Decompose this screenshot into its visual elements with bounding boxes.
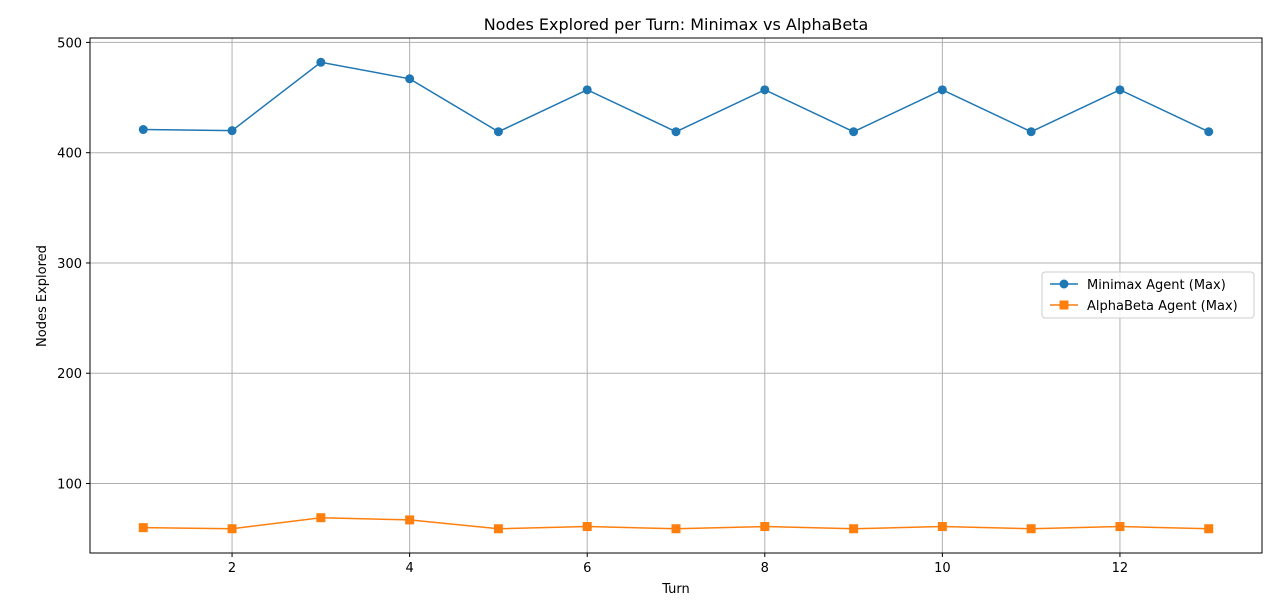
x-axis-label: Turn [661, 582, 690, 597]
data-point-square [227, 524, 237, 534]
data-point-square [316, 513, 326, 523]
data-point-circle [138, 125, 148, 135]
data-point-square [671, 524, 681, 534]
y-tick-label: 100 [57, 478, 82, 493]
x-tick-label: 12 [1112, 561, 1129, 576]
data-point-square [760, 522, 770, 532]
plot-frame [89, 37, 1263, 554]
y-tick-label: 300 [57, 257, 82, 272]
data-point-square [582, 522, 592, 532]
x-tick-label: 6 [583, 561, 591, 576]
series-line [143, 61, 1210, 133]
x-axis-ticks: 2 4 6 8 10 12 [228, 553, 1128, 576]
data-point-square [1115, 522, 1125, 532]
chart-title: Nodes Explored per Turn: Minimax vs Alph… [484, 15, 869, 34]
data-point-circle [316, 57, 326, 67]
x-tick-label: 8 [761, 561, 769, 576]
data-point-circle [849, 127, 859, 137]
legend-item: Minimax Agent (Max) [1050, 278, 1226, 293]
data-point-square [1204, 524, 1214, 534]
x-tick-label: 2 [228, 561, 236, 576]
legend-box [1041, 271, 1255, 319]
y-tick-label: 500 [57, 36, 82, 51]
data-point-square [1026, 524, 1036, 534]
legend-label: Minimax Agent (Max) [1087, 278, 1226, 293]
y-tick-label: 200 [57, 367, 82, 382]
y-axis-label: Nodes Explored [35, 245, 50, 347]
data-point-square [937, 522, 947, 532]
data-point-square [138, 523, 148, 533]
data-point-circle [405, 74, 415, 84]
legend-label: AlphaBeta Agent (Max) [1087, 299, 1238, 314]
legend: Minimax Agent (Max) AlphaBeta Agent (Max) [1041, 271, 1255, 319]
x-tick-label: 4 [405, 561, 413, 576]
data-point-circle [493, 127, 503, 137]
data-point-circle [1026, 127, 1036, 137]
legend-item: AlphaBeta Agent (Max) [1050, 299, 1238, 314]
series-2 [138, 513, 1214, 534]
data-point-circle [671, 127, 681, 137]
series-layer [138, 57, 1214, 534]
x-tick-label: 10 [934, 561, 951, 576]
data-point-square [849, 524, 859, 534]
legend-marker-square [1059, 300, 1069, 310]
data-point-circle [1115, 85, 1125, 95]
y-tick-label: 400 [57, 147, 82, 162]
series-1 [138, 57, 1214, 137]
data-point-circle [582, 85, 592, 95]
data-point-circle [227, 126, 237, 136]
y-axis-ticks: 100 200 300 400 500 [57, 36, 90, 493]
data-point-circle [1204, 127, 1214, 137]
data-point-circle [937, 85, 947, 95]
data-point-square [405, 515, 415, 525]
legend-marker-circle [1059, 279, 1069, 289]
data-point-circle [760, 85, 770, 95]
data-point-square [493, 524, 503, 534]
